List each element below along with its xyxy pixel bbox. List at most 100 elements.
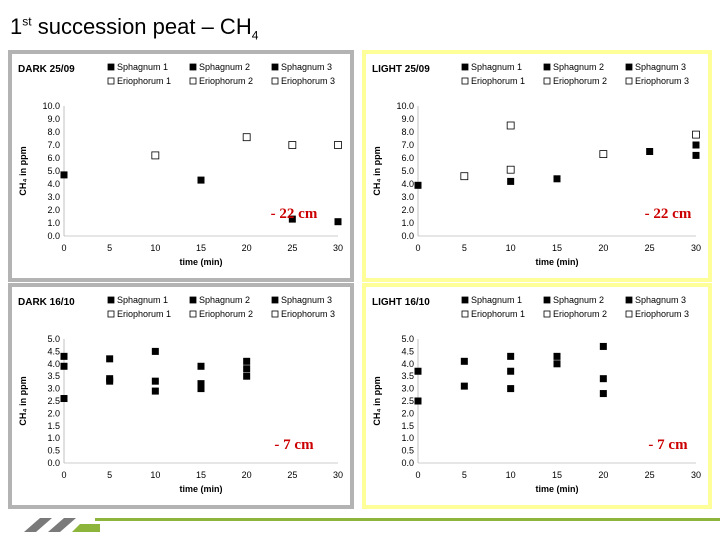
data-point-filled	[599, 390, 607, 398]
y-tick-label: 7.0	[47, 140, 60, 150]
data-point-filled	[197, 362, 205, 370]
depth-annotation: - 7 cm	[274, 437, 314, 453]
y-tick-label: 4.0	[47, 179, 60, 189]
legend-label-2: Sphagnum 2	[199, 295, 250, 305]
data-point-hollow	[599, 150, 608, 158]
legend-label-6: Eriophorum 3	[281, 309, 335, 319]
y-tick-label: 9.0	[401, 114, 414, 124]
title-superscript: st	[22, 14, 32, 29]
legend-label-2: Sphagnum 2	[199, 62, 250, 72]
data-point-filled	[197, 385, 205, 393]
data-point-filled	[60, 362, 68, 370]
legend-label-5: Eriophorum 2	[199, 76, 253, 86]
chart-background	[12, 54, 350, 278]
legend-marker-4	[461, 310, 469, 318]
y-tick-label: 3.5	[47, 371, 60, 381]
y-tick-label: 10.0	[396, 101, 414, 111]
legend-marker-6	[625, 310, 633, 318]
data-point-hollow	[288, 141, 297, 149]
data-point-filled	[553, 175, 561, 183]
y-tick-label: 4.0	[401, 359, 414, 369]
legend-marker-5	[189, 77, 197, 85]
data-point-filled	[106, 355, 114, 363]
chart-background	[366, 54, 708, 278]
y-tick-label: 1.0	[47, 433, 60, 443]
x-tick-label: 10	[150, 470, 160, 480]
legend-label-4: Eriophorum 1	[117, 76, 171, 86]
y-axis-label: CH₄ in ppm	[372, 376, 382, 425]
legend-marker-6	[271, 310, 279, 318]
slide-title: 1st succession peat – CH4	[10, 14, 258, 42]
y-tick-label: 8.0	[47, 127, 60, 137]
chart-svg: DARK 16/10 Sphagnum 1 Sphagnum 2 Sphagnum 3…	[8, 283, 354, 509]
y-tick-label: 4.5	[47, 346, 60, 356]
y-tick-label: 3.5	[401, 371, 414, 381]
y-tick-label: 1.0	[401, 433, 414, 443]
chart-svg: DARK 25/09 Sphagnum 1 Sphagnum 2 Sphagnum 3…	[8, 50, 354, 282]
legend-label-1: Sphagnum 1	[471, 62, 522, 72]
x-tick-label: 30	[691, 243, 701, 253]
x-axis-label: time (min)	[535, 484, 578, 494]
y-tick-label: 2.5	[401, 396, 414, 406]
y-tick-label: 3.0	[401, 192, 414, 202]
y-tick-label: 5.0	[401, 166, 414, 176]
y-tick-label: 1.0	[47, 218, 60, 228]
x-tick-label: 15	[552, 470, 562, 480]
y-tick-label: 0.5	[47, 446, 60, 456]
data-point-filled	[692, 151, 700, 159]
legend-label-3: Sphagnum 3	[635, 62, 686, 72]
data-point-filled	[106, 377, 114, 385]
y-tick-label: 4.0	[401, 179, 414, 189]
legend-label-6: Eriophorum 3	[281, 76, 335, 86]
legend-marker-3	[625, 63, 633, 71]
y-tick-label: 9.0	[47, 114, 60, 124]
data-point-filled	[60, 395, 68, 403]
legend-label-5: Eriophorum 2	[199, 309, 253, 319]
data-point-filled	[334, 218, 342, 226]
y-tick-label: 0.0	[47, 458, 60, 468]
legend-marker-2	[543, 63, 551, 71]
legend-label-3: Sphagnum 3	[281, 62, 332, 72]
y-tick-label: 2.0	[47, 205, 60, 215]
panel-light-2509: LIGHT 25/09 Sphagnum 1 Sphagnum 2 Sphagnum …	[362, 50, 712, 282]
legend-marker-5	[543, 77, 551, 85]
data-point-filled	[692, 141, 700, 149]
y-tick-label: 1.0	[401, 218, 414, 228]
x-tick-label: 20	[598, 470, 608, 480]
y-tick-label: 6.0	[401, 153, 414, 163]
title-main: 1	[10, 14, 23, 39]
data-point-filled	[151, 377, 159, 385]
y-tick-label: 2.0	[47, 408, 60, 418]
legend-label-5: Eriophorum 2	[553, 76, 607, 86]
data-point-filled	[414, 367, 422, 375]
legend-marker-4	[461, 77, 469, 85]
x-axis-label: time (min)	[179, 484, 222, 494]
data-point-filled	[197, 176, 205, 184]
y-tick-label: 2.5	[47, 396, 60, 406]
x-tick-label: 10	[506, 470, 516, 480]
data-point-hollow	[692, 130, 700, 139]
x-tick-label: 10	[506, 243, 516, 253]
data-point-filled	[288, 215, 296, 223]
x-tick-label: 0	[415, 243, 420, 253]
panel-dark-1610: DARK 16/10 Sphagnum 1 Sphagnum 2 Sphagnum 3…	[8, 283, 354, 509]
x-tick-label: 0	[415, 470, 420, 480]
x-tick-label: 0	[61, 243, 66, 253]
y-tick-label: 5.0	[47, 166, 60, 176]
legend-marker-3	[625, 296, 633, 304]
depth-annotation: - 22 cm	[271, 206, 318, 222]
data-point-hollow	[334, 141, 342, 149]
y-tick-label: 2.0	[401, 408, 414, 418]
legend-marker-5	[543, 310, 551, 318]
y-axis-label: CH₄ in ppm	[18, 146, 28, 195]
legend-label-6: Eriophorum 3	[635, 309, 689, 319]
legend-marker-5	[189, 310, 197, 318]
chart-title: LIGHT 16/10	[372, 297, 430, 308]
y-axis-label: CH₄ in ppm	[372, 146, 382, 195]
x-tick-label: 20	[598, 243, 608, 253]
x-axis-label: time (min)	[535, 257, 578, 267]
data-point-hollow	[460, 172, 469, 181]
y-tick-label: 3.0	[401, 384, 414, 394]
x-tick-label: 5	[107, 470, 112, 480]
x-tick-label: 5	[462, 243, 467, 253]
